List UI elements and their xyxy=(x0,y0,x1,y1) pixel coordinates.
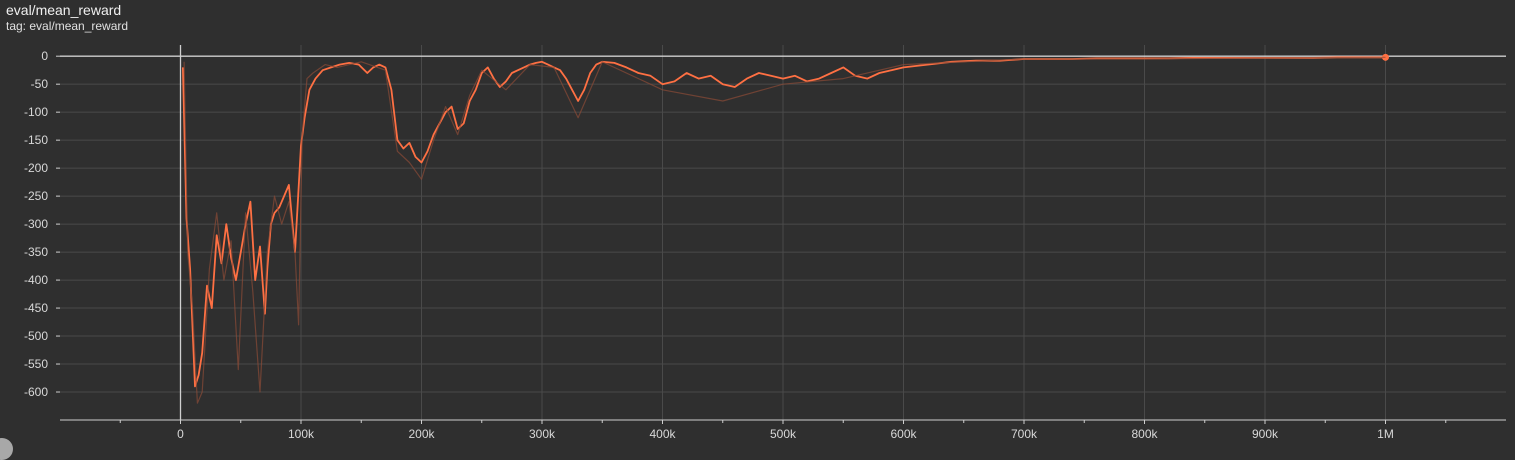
y-tick-label: -100 xyxy=(24,105,48,119)
y-tick-label: -200 xyxy=(24,161,48,175)
x-tick-label: 400k xyxy=(649,427,676,441)
y-tick-label: -50 xyxy=(31,77,49,91)
x-tick-label: 200k xyxy=(408,427,435,441)
y-tick-label: -450 xyxy=(24,301,48,315)
x-tick-label: 0 xyxy=(177,427,184,441)
y-tick-label: -550 xyxy=(24,357,48,371)
y-axis-ticks: 0 -50 -100 -150 -200 -250 -300 -350 -400 -450 -500… xyxy=(24,49,60,399)
x-tick-label: 800k xyxy=(1131,427,1158,441)
raw-series-line xyxy=(183,56,1386,404)
y-tick-label: 0 xyxy=(41,49,48,63)
y-tick-label: -400 xyxy=(24,273,48,287)
y-tick-label: -300 xyxy=(24,217,48,231)
y-tick-label: -500 xyxy=(24,329,48,343)
x-tick-label: 900k xyxy=(1252,427,1279,441)
y-tick-label: -250 xyxy=(24,189,48,203)
x-axis-ticks: 0 100k 200k 300k 400k 500k 600k 700k 800k 900k 1M xyxy=(119,420,1447,441)
chart-tag: tag: eval/mean_reward xyxy=(6,19,129,33)
y-tick-label: -150 xyxy=(24,133,48,147)
smoothed-series-line xyxy=(182,56,1386,388)
chart-title: eval/mean_reward xyxy=(6,2,122,18)
y-tick-label: -600 xyxy=(24,385,48,399)
card-header: eval/mean_reward tag: eval/mean_reward xyxy=(0,0,1515,40)
series-group xyxy=(182,53,1389,404)
x-tick-label: 100k xyxy=(288,427,315,441)
grid-lines xyxy=(60,45,1506,420)
line-chart[interactable]: 0 -50 -100 -150 -200 -250 -300 -350 -400 -450 -500… xyxy=(0,0,1515,447)
x-tick-label: 700k xyxy=(1011,427,1038,441)
y-tick-label: -350 xyxy=(24,245,48,259)
x-tick-label: 1M xyxy=(1377,427,1394,441)
x-tick-label: 500k xyxy=(770,427,797,441)
x-tick-label: 600k xyxy=(890,427,917,441)
x-tick-label: 300k xyxy=(529,427,556,441)
